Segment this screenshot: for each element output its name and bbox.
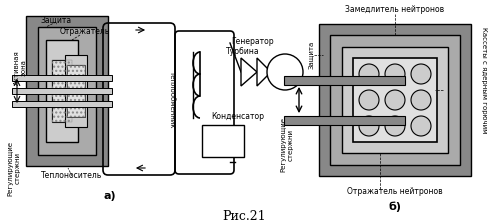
Bar — [284, 76, 405, 85]
Text: Кассеты с ядерным горючим: Кассеты с ядерным горючим — [481, 27, 487, 133]
Circle shape — [411, 116, 431, 136]
Text: Защита: Защита — [308, 41, 314, 69]
Text: Генератор: Генератор — [232, 37, 274, 47]
Circle shape — [385, 90, 405, 110]
Bar — [12, 101, 112, 107]
Text: б): б) — [388, 202, 402, 212]
Text: Отражатель: Отражатель — [60, 27, 110, 37]
Text: Конденсатор: Конденсатор — [211, 112, 264, 121]
Bar — [319, 24, 471, 176]
Bar — [353, 58, 437, 142]
Text: Теплоноситель: Теплоноситель — [41, 171, 102, 180]
Bar — [202, 125, 244, 157]
Text: Активная
зона: Активная зона — [14, 51, 26, 85]
Bar — [67, 65, 85, 117]
Polygon shape — [241, 58, 257, 86]
Bar — [26, 16, 108, 166]
Bar — [12, 75, 112, 81]
Text: Отражатель нейтронов: Отражатель нейтронов — [347, 188, 443, 196]
Bar — [342, 47, 448, 153]
Text: Замедлитель нейтронов: Замедлитель нейтронов — [346, 6, 445, 14]
Circle shape — [267, 54, 303, 90]
Bar — [52, 60, 72, 122]
Bar — [330, 35, 460, 165]
Circle shape — [359, 90, 379, 110]
Text: Турбина: Турбина — [226, 47, 260, 56]
Bar — [12, 88, 112, 94]
Bar — [67, 65, 85, 117]
Circle shape — [385, 64, 405, 84]
Circle shape — [411, 64, 431, 84]
Bar — [284, 116, 405, 125]
Circle shape — [411, 90, 431, 110]
Circle shape — [359, 64, 379, 84]
Polygon shape — [257, 58, 271, 86]
Text: Регулирующие
стержни: Регулирующие стержни — [7, 140, 20, 196]
Text: а): а) — [103, 191, 116, 201]
Circle shape — [385, 116, 405, 136]
Bar — [38, 27, 96, 155]
Text: Регулирующие
стержни: Регулирующие стержни — [281, 118, 293, 173]
Bar — [52, 60, 72, 122]
Text: Рис.21: Рис.21 — [222, 209, 266, 223]
Circle shape — [359, 116, 379, 136]
Text: Защита: Защита — [41, 16, 72, 25]
Bar — [46, 40, 78, 142]
Text: Теплообменник: Теплообменник — [169, 70, 175, 128]
Bar — [65, 55, 87, 127]
